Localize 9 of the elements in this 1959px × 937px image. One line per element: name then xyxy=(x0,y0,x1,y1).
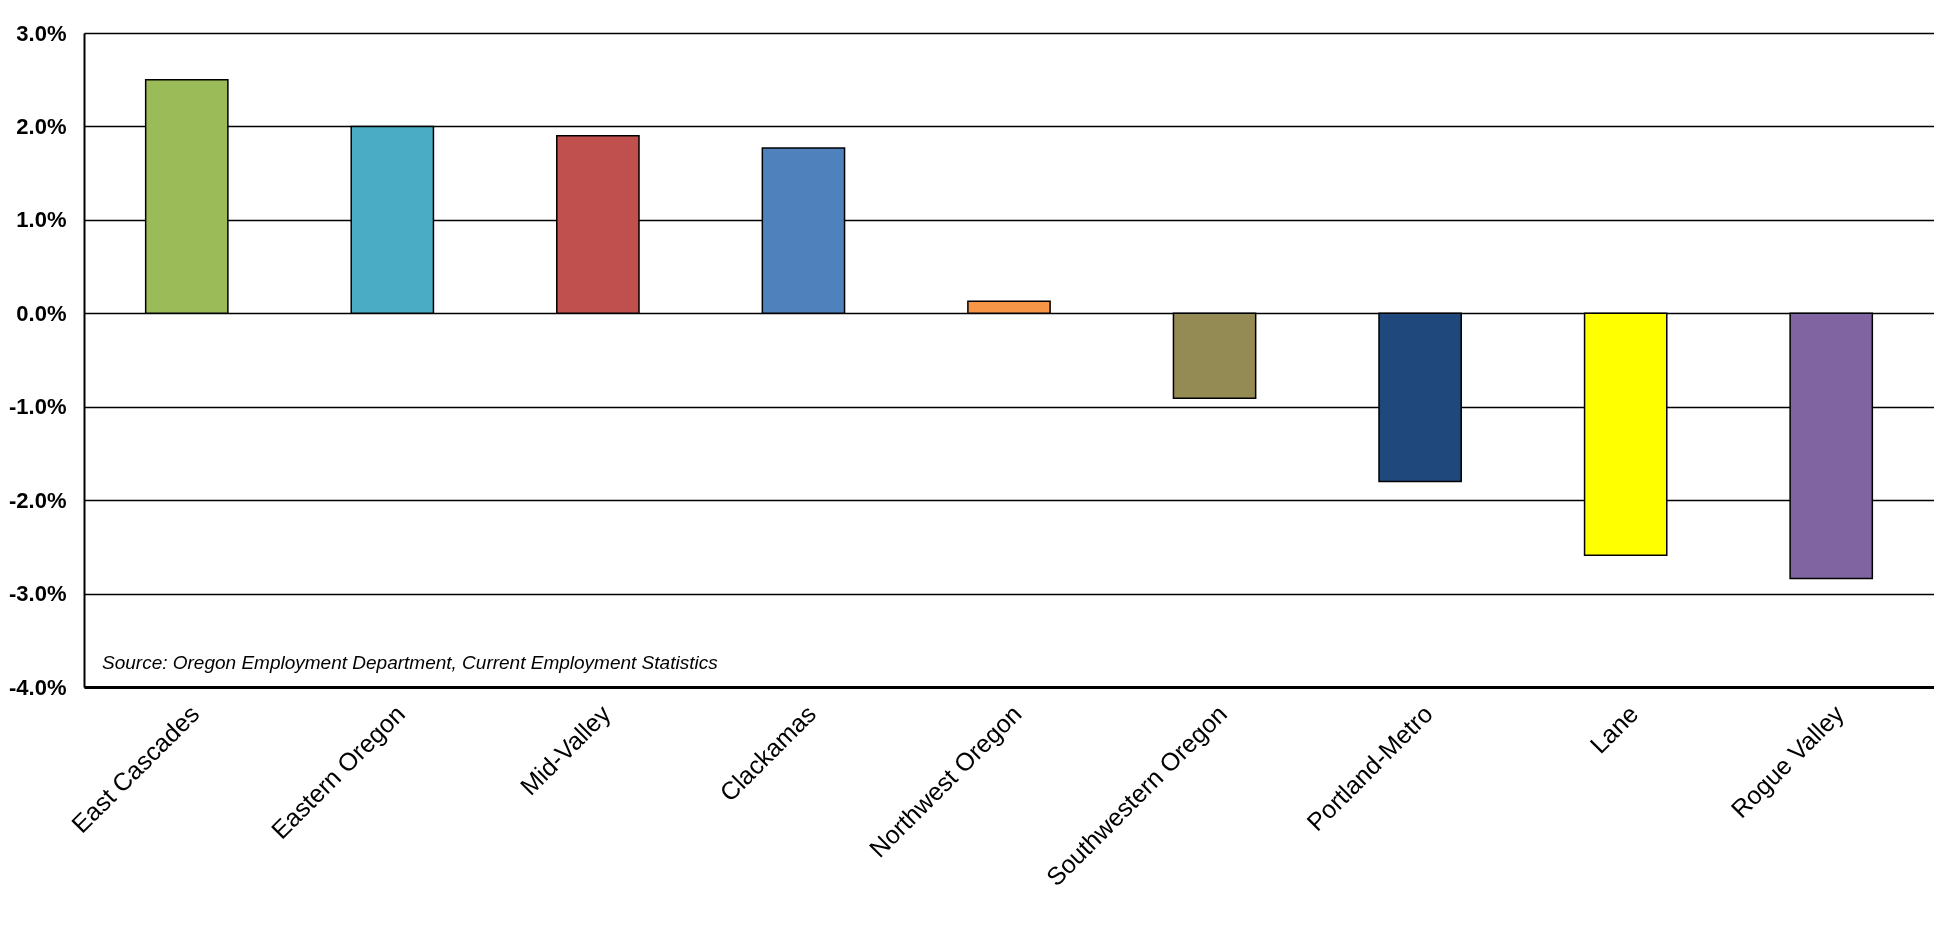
y-tick-label: -1.0% xyxy=(9,394,67,420)
y-tick-label: -2.0% xyxy=(9,487,67,513)
y-tick-label: -3.0% xyxy=(9,581,67,607)
y-tick-label: 3.0% xyxy=(16,20,67,46)
y-tick-label: -4.0% xyxy=(9,674,67,700)
annotation: Source: Oregon Employment Department, Current Employment Statistics xyxy=(102,652,719,673)
y-tick-label: 2.0% xyxy=(16,113,67,139)
y-tick-label: 1.0% xyxy=(16,207,67,233)
y-tick-label: 0.0% xyxy=(16,300,67,326)
